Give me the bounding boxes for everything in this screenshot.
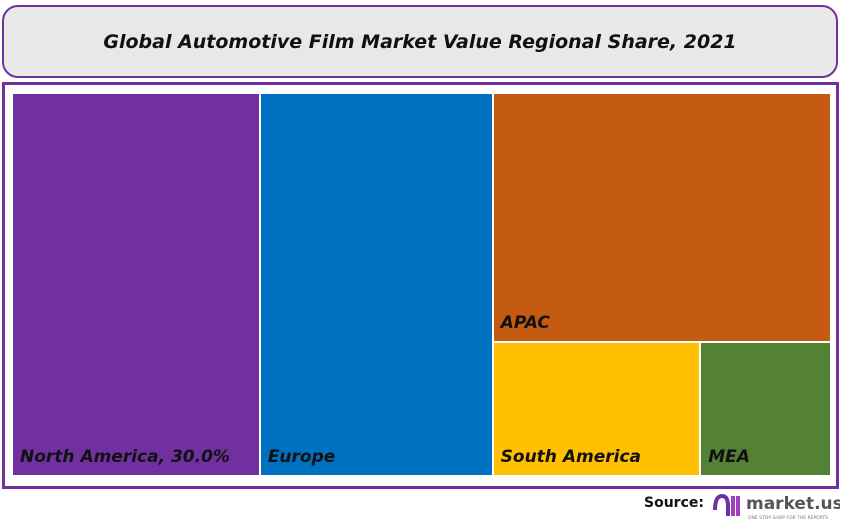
treemap-label: MEA (708, 446, 750, 467)
source-label: Source: (644, 495, 704, 511)
treemap-cell-south-america: South America (493, 343, 700, 475)
svg-text:market.us: market.us (746, 494, 840, 514)
treemap-label: Europe (267, 447, 336, 467)
treemap-label: North America, 30.0% (20, 447, 230, 467)
treemap-cell-mea: MEA (701, 343, 830, 475)
svg-text:ONE STOP SHOP FOR THE REPORTS: ONE STOP SHOP FOR THE REPORTS (748, 515, 828, 521)
market-us-logo: market.us ONE STOP SHOP FOR THE REPORTS (713, 493, 840, 521)
title-box: Global Automotive Film Market Value Regi… (2, 5, 838, 78)
treemap-cell-north-america: North America, 30.0% (13, 94, 259, 475)
chart-title: Global Automotive Film Market Value Regi… (103, 30, 737, 53)
treemap-label: APAC (500, 313, 550, 334)
treemap-cell-apac: APAC (493, 94, 830, 342)
treemap-label: South America (500, 446, 641, 467)
treemap-cell-europe: Europe (260, 94, 492, 475)
treemap-plot: North America, 30.0% Europe APAC South Amer… (13, 94, 830, 475)
